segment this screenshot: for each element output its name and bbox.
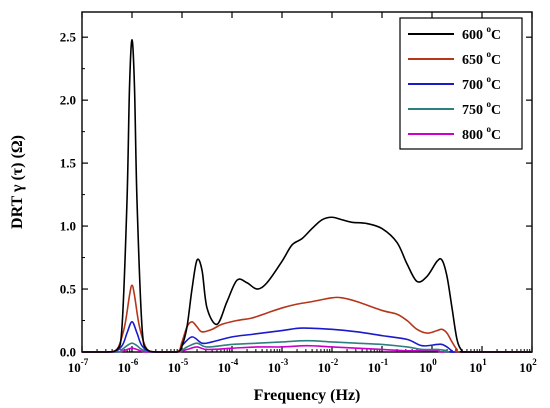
series-line-750 <box>81 339 532 353</box>
x-tick-exponent: 1 <box>482 357 487 367</box>
legend-unit: C <box>491 103 501 118</box>
x-tick-exponent: 0 <box>432 357 437 367</box>
y-tick-label: 0.0 <box>60 345 76 360</box>
y-tick-label: 1.0 <box>60 219 76 234</box>
x-tick-label: 10-5 <box>168 357 189 375</box>
legend-degree: o <box>487 74 492 84</box>
x-tick-exponent: -4 <box>231 357 239 367</box>
x-tick-label: 10-6 <box>118 357 139 375</box>
x-tick-label: 10-1 <box>368 357 389 375</box>
y-tick-label: 0.5 <box>60 282 77 297</box>
legend-unit: C <box>491 53 501 68</box>
x-tick-exponent: 2 <box>532 357 537 367</box>
series-line-800 <box>81 344 532 353</box>
y-tick-label: 2.5 <box>60 30 77 45</box>
series-line-600 <box>81 38 532 353</box>
x-tick-label: 10-3 <box>268 357 289 375</box>
x-axis-title: Frequency (Hz) <box>254 387 361 404</box>
x-tick-exponent: -6 <box>131 357 139 367</box>
legend-unit: C <box>491 78 501 93</box>
x-tick-exponent: -2 <box>331 357 339 367</box>
legend-value: 650 <box>462 53 487 68</box>
legend-label: 600 oC <box>462 24 501 43</box>
x-tick-exponent: -3 <box>281 357 289 367</box>
y-axis-title: DRT γ (τ) (Ω) <box>9 135 26 229</box>
legend-label: 700 oC <box>462 74 501 93</box>
legend-label: 800 oC <box>462 124 501 143</box>
legend-value: 600 <box>462 28 487 43</box>
x-tick-label: 101 <box>469 357 487 375</box>
series-line-700 <box>81 320 532 353</box>
legend-degree: o <box>487 49 492 59</box>
legend-degree: o <box>487 24 492 34</box>
legend-value: 700 <box>462 78 487 93</box>
legend-degree: o <box>487 99 492 109</box>
series-lines <box>81 38 532 353</box>
legend-degree: o <box>487 124 492 134</box>
legend-value: 750 <box>462 103 487 118</box>
legend-unit: C <box>491 128 501 143</box>
legend-label: 750 oC <box>462 99 501 118</box>
y-tick-label: 2.0 <box>60 93 76 108</box>
x-tick-exponent: -5 <box>181 357 189 367</box>
legend-label: 650 oC <box>462 49 501 68</box>
series-line-650 <box>81 284 532 353</box>
x-tick-label: 10-4 <box>218 357 239 375</box>
x-tick-label: 10-2 <box>318 357 339 375</box>
x-tick-exponent: -7 <box>81 357 89 367</box>
plot-frame <box>81 11 533 353</box>
legend-value: 800 <box>462 128 487 143</box>
x-tick-exponent: -1 <box>381 357 389 367</box>
x-tick-label: 10-7 <box>68 357 89 375</box>
x-tick-label: 100 <box>419 357 437 375</box>
x-tick-label: 102 <box>519 357 537 375</box>
legend-unit: C <box>491 28 501 43</box>
y-tick-label: 1.5 <box>60 156 77 171</box>
